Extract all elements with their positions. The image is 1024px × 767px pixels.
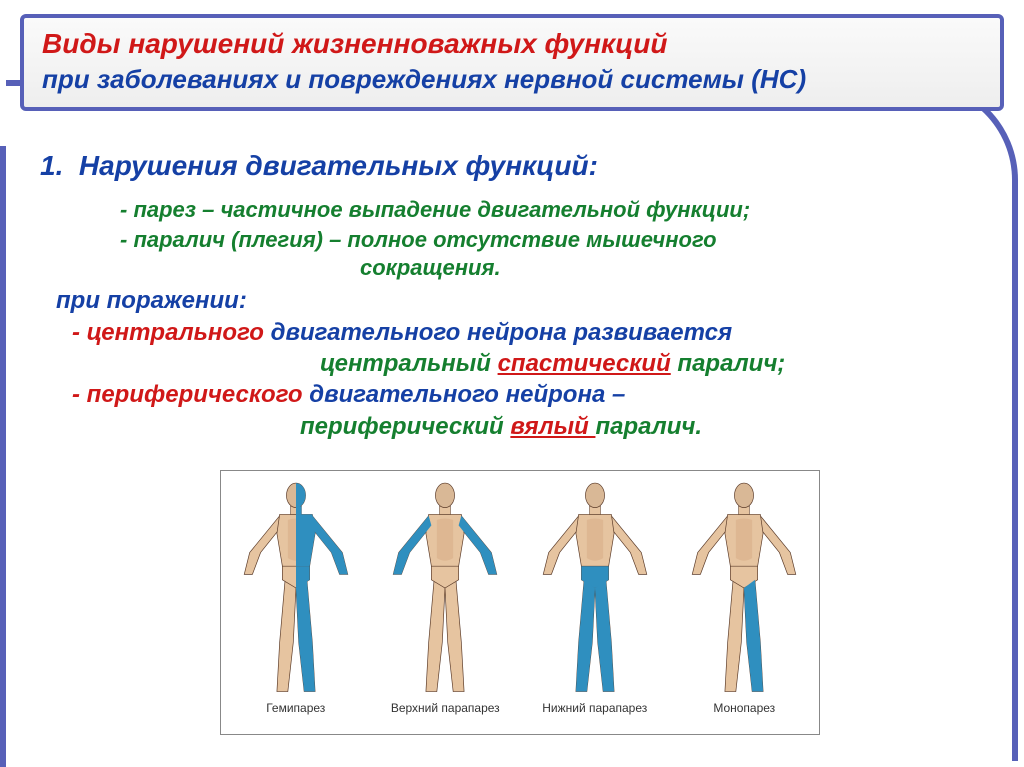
central-rest: двигательного нейрона развивается (264, 319, 732, 346)
figure-label: Нижний парапарез (526, 701, 664, 715)
lesion-heading: при поражении: (56, 287, 974, 315)
central-cont-key: спастический (498, 350, 671, 377)
paresis-diagram: Гемипарез Верхний парапарез Нижний парапар… (220, 470, 820, 735)
def-plegia-a: - паралич (плегия) – полное отсутствие м… (120, 226, 974, 254)
body-svg (675, 479, 813, 697)
lesion-periph-1: - периферического двигательного нейрона … (72, 379, 974, 410)
figure-label: Монопарез (675, 701, 813, 715)
body-figures-row (221, 471, 819, 699)
body-svg (227, 479, 365, 697)
content-area: 1. Нарушения двигательных функций: - пар… (40, 150, 974, 442)
slide-header: Виды нарушений жизненноважных функций пр… (20, 14, 1004, 111)
body-figure-hemi (227, 479, 365, 697)
section-number: 1. (40, 150, 63, 181)
header-subtitle: при заболеваниях и повреждениях нервной … (42, 64, 982, 95)
body-svg (376, 479, 514, 697)
figure-label: Гемипарез (227, 701, 365, 715)
central-cont-post: паралич; (671, 350, 786, 377)
body-figure-lower (526, 479, 664, 697)
periph-cont-pre: периферический (300, 413, 510, 440)
body-figure-mono (675, 479, 813, 697)
periph-prefix: - периферического (72, 381, 303, 408)
lesion-periph-2: периферический вялый паралич. (300, 411, 974, 442)
central-prefix: - центрального (72, 319, 264, 346)
section-heading: 1. Нарушения двигательных функций: (40, 150, 974, 182)
section-title-text: Нарушения двигательных функций: (79, 150, 598, 181)
figure-labels-row: Гемипарез Верхний парапарез Нижний парапар… (221, 699, 819, 715)
figure-label: Верхний парапарез (376, 701, 514, 715)
periph-cont-key: вялый (510, 413, 595, 440)
header-title: Виды нарушений жизненноважных функций (42, 28, 982, 60)
lesion-central-2: центральный спастический паралич; (320, 348, 974, 379)
def-plegia-b: сокращения. (360, 255, 974, 281)
periph-cont-post: паралич. (595, 413, 702, 440)
central-cont-pre: центральный (320, 350, 498, 377)
body-svg (526, 479, 664, 697)
lesion-central-1: - центрального двигательного нейрона раз… (72, 317, 974, 348)
periph-rest: двигательного нейрона – (303, 381, 626, 408)
def-paresis: - парез – частичное выпадение двигательн… (120, 196, 974, 224)
body-figure-upper (376, 479, 514, 697)
